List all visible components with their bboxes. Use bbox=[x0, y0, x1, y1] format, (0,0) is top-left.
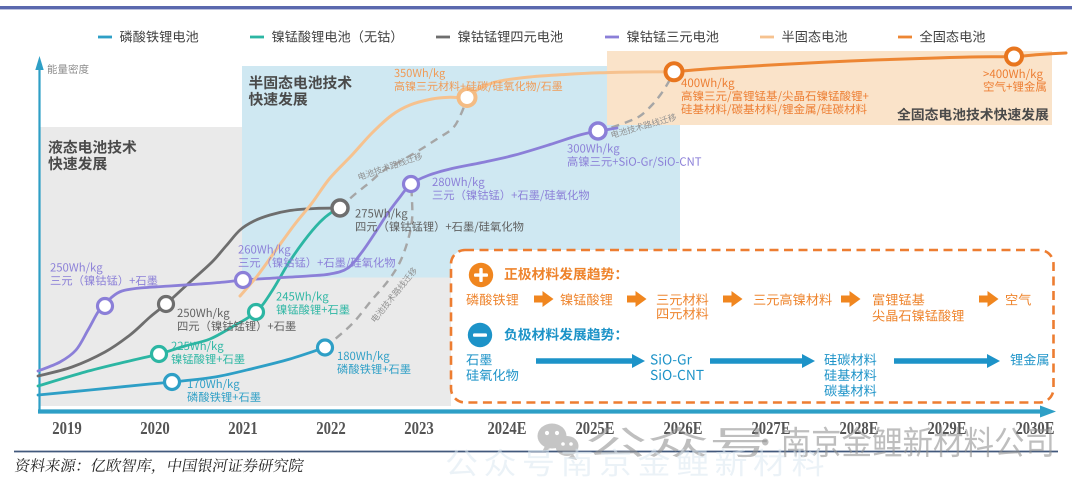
svg-text:2021: 2021 bbox=[228, 418, 258, 438]
svg-text:2020: 2020 bbox=[140, 418, 170, 438]
svg-text:2023: 2023 bbox=[404, 418, 434, 438]
svg-text:2027E: 2027E bbox=[752, 418, 791, 438]
svg-text:2030E: 2030E bbox=[1016, 418, 1055, 438]
svg-text:2028E: 2028E bbox=[840, 418, 879, 438]
svg-text:2019: 2019 bbox=[52, 418, 82, 438]
svg-text:2025E: 2025E bbox=[576, 418, 615, 438]
svg-text:2024E: 2024E bbox=[488, 418, 527, 438]
svg-text:2022: 2022 bbox=[316, 418, 346, 438]
